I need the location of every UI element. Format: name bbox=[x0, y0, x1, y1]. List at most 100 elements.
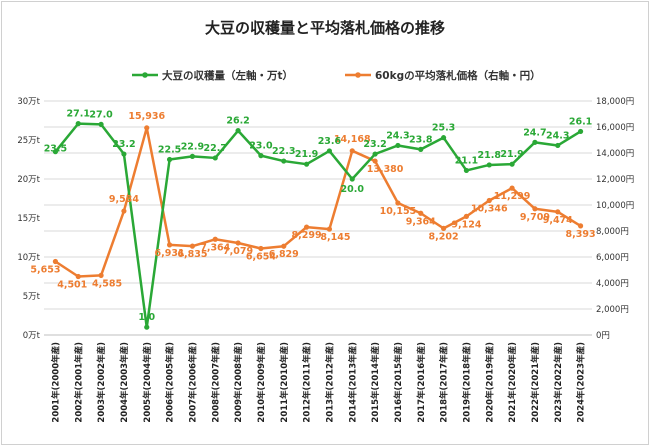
data-label-price: 15,936 bbox=[128, 111, 165, 122]
x-tick-label: 2023年(2022年産) bbox=[553, 342, 564, 423]
point-harvest bbox=[75, 121, 81, 127]
data-label-harvest: 23.8 bbox=[409, 134, 433, 145]
series-price bbox=[52, 125, 584, 280]
right-tick-label: 2,000円 bbox=[596, 305, 629, 315]
left-tick-label: 15万t bbox=[17, 214, 40, 224]
point-harvest bbox=[326, 148, 333, 154]
data-label-price: 6,835 bbox=[177, 249, 207, 260]
x-tick-label: 2008年(2007年産) bbox=[210, 342, 221, 423]
data-label-harvest: 22.7 bbox=[204, 143, 227, 154]
point-price bbox=[121, 208, 127, 214]
data-label-harvest: 22.5 bbox=[158, 145, 181, 156]
point-harvest bbox=[577, 128, 584, 135]
point-price bbox=[303, 224, 310, 230]
left-tick-label: 10万t bbox=[17, 253, 40, 263]
left-tick-label: 20万t bbox=[17, 175, 40, 185]
point-harvest bbox=[258, 153, 264, 159]
point-price bbox=[281, 243, 287, 249]
point-harvest bbox=[303, 161, 310, 167]
data-label-harvest: 25.3 bbox=[432, 123, 455, 134]
x-tick-label: 2001年(2000年産) bbox=[50, 342, 61, 423]
data-label-price: 6,829 bbox=[269, 249, 299, 260]
right-tick-label: 8,000円 bbox=[596, 227, 629, 237]
point-price bbox=[189, 243, 196, 249]
gridlines bbox=[44, 100, 592, 336]
data-label-harvest: 24.7 bbox=[523, 127, 546, 138]
data-label-harvest: 22.3 bbox=[272, 146, 295, 157]
data-label-harvest: 21.9 bbox=[295, 149, 318, 160]
legend: 大豆の収穫量（左軸・万t） 60kgの平均落札価格（右軸・円） bbox=[132, 69, 541, 82]
data-label-price: 8,145 bbox=[320, 232, 350, 243]
point-price bbox=[235, 240, 241, 246]
data-label-price: 9,364 bbox=[406, 216, 436, 227]
point-harvest bbox=[52, 149, 59, 155]
data-label-harvest: 26.2 bbox=[226, 116, 249, 127]
point-price bbox=[555, 209, 561, 215]
data-labels-harvest: 23.527.1 27.023.21.022.5 22.9 22.726.223.0 2… bbox=[44, 109, 593, 324]
point-price bbox=[212, 236, 218, 242]
point-price bbox=[486, 197, 492, 204]
data-labels-price: 5,653 4,501 4,585 9,534 15,936 6,9316,8357,36… bbox=[30, 111, 595, 291]
point-price bbox=[98, 272, 104, 278]
point-harvest bbox=[418, 146, 424, 152]
x-tick-label: 2007年(2006年産) bbox=[187, 342, 198, 423]
x-tick-label: 2024年(2023年産) bbox=[576, 342, 587, 423]
point-harvest bbox=[532, 139, 538, 145]
point-harvest bbox=[555, 142, 561, 149]
chart-title: 大豆の収穫量と平均落札価格の推移 bbox=[205, 19, 445, 37]
x-tick-label: 2002年(2001年産) bbox=[73, 342, 84, 423]
point-harvest bbox=[486, 162, 492, 168]
point-harvest bbox=[372, 151, 378, 157]
left-tick-label: 5万t bbox=[23, 292, 41, 302]
x-tick-label: 2012年(2011年産) bbox=[302, 342, 313, 423]
data-label-harvest: 1.0 bbox=[138, 312, 155, 323]
x-tick-label: 2018年(2017年産) bbox=[439, 342, 450, 423]
data-label-harvest: 21.8 bbox=[478, 150, 502, 161]
right-axis: 0円 2,000円 4,000円 6,000円 8,000円 10,000円 12,000円… bbox=[596, 97, 634, 341]
left-tick-label: 30万t bbox=[17, 97, 40, 107]
point-harvest bbox=[189, 153, 196, 159]
data-label-price: 11,299 bbox=[494, 191, 531, 202]
left-axis: 0万t 5万t 10万t 15万t 20万t 25万t 30万t bbox=[17, 97, 40, 341]
series-line-price bbox=[54, 126, 582, 278]
data-label-price: 9,124 bbox=[451, 219, 481, 230]
point-price bbox=[463, 213, 470, 219]
point-price bbox=[440, 225, 447, 231]
data-label-harvest: 23.6 bbox=[318, 136, 342, 147]
point-price bbox=[326, 226, 333, 232]
point-price bbox=[52, 258, 59, 265]
legend-label-price: 60kgの平均落札価格（右軸・円） bbox=[375, 69, 541, 82]
data-label-price: 14,168 bbox=[334, 134, 371, 145]
x-tick-label: 2022年(2021年産) bbox=[530, 342, 541, 423]
x-tick-label: 2005年(2004年産) bbox=[142, 342, 153, 423]
legend-label-harvest: 大豆の収穫量（左軸・万t） bbox=[162, 69, 293, 82]
data-label-harvest: 20.0 bbox=[341, 184, 365, 195]
right-tick-label: 14,000円 bbox=[596, 149, 634, 159]
point-price bbox=[577, 223, 584, 229]
legend-item-price: 60kgの平均落札価格（右軸・円） bbox=[345, 69, 541, 82]
right-tick-label: 16,000円 bbox=[596, 123, 634, 133]
x-tick-label: 2013年(2012年産) bbox=[324, 342, 335, 423]
data-label-price: 10,155 bbox=[380, 206, 417, 217]
data-label-price: 9,709 bbox=[520, 212, 550, 223]
x-tick-label: 2011年(2010年産) bbox=[279, 342, 290, 423]
point-price bbox=[144, 125, 150, 131]
point-harvest bbox=[349, 176, 355, 182]
data-label-price: 8,299 bbox=[292, 230, 322, 241]
x-tick-label: 2021年(2020年産) bbox=[507, 342, 518, 423]
left-tick-label: 0万t bbox=[23, 331, 41, 341]
data-label-harvest: 23.5 bbox=[44, 144, 67, 155]
point-harvest bbox=[509, 161, 515, 167]
data-label-price: 13,380 bbox=[367, 164, 404, 175]
data-label-harvest: 22.9 bbox=[181, 141, 204, 152]
data-label-price: 6,931 bbox=[155, 248, 185, 259]
data-label-price: 5,653 bbox=[30, 265, 60, 276]
x-tick-label: 2020年(2019年産) bbox=[484, 342, 495, 423]
x-axis: 2001年(2000年産) 2002年(2001年産) 2003年(2002年産) 2… bbox=[50, 342, 586, 423]
x-tick-label: 2003年(2002年産) bbox=[96, 342, 107, 423]
x-tick-label: 2019年(2018年産) bbox=[461, 342, 472, 423]
legend-marker-harvest bbox=[142, 72, 148, 78]
point-harvest bbox=[144, 324, 150, 330]
